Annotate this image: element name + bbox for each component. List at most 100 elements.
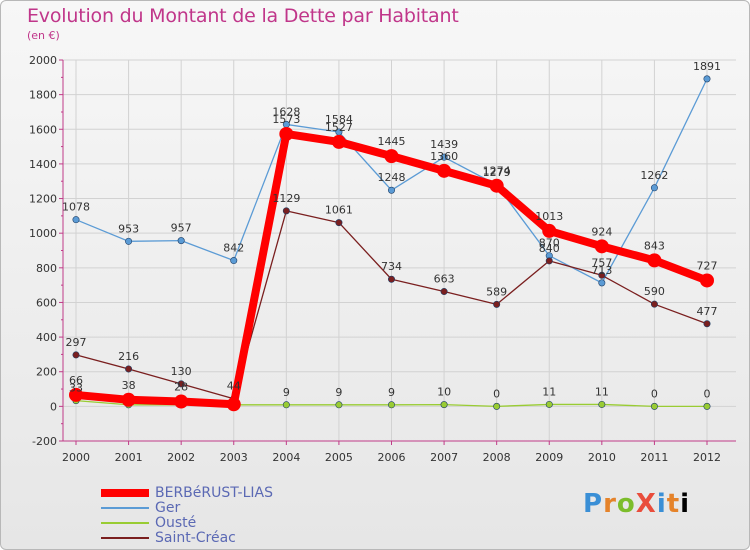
data-point: [226, 397, 241, 412]
data-label: 0: [493, 387, 500, 400]
data-point: [493, 300, 501, 308]
x-tick-label: 2007: [430, 451, 458, 464]
data-label: 1262: [640, 169, 668, 182]
x-tick-label: 2006: [378, 451, 406, 464]
data-label: 1628: [272, 105, 300, 118]
y-tick-label: 200: [36, 366, 57, 379]
data-point: [594, 239, 609, 254]
data-point: [387, 186, 395, 194]
data-label: 1573: [272, 113, 300, 126]
y-tick-label: 1800: [29, 89, 57, 102]
data-point: [440, 288, 448, 296]
data-label: 663: [434, 273, 455, 286]
data-label: 843: [644, 239, 665, 252]
y-tick-label: 400: [36, 331, 57, 344]
series-lines: [69, 75, 714, 412]
x-tick-label: 2005: [325, 451, 353, 464]
data-point: [72, 216, 80, 224]
x-tick-label: 2003: [220, 451, 248, 464]
y-tick-label: 1600: [29, 123, 57, 136]
y-tick-label: 1000: [29, 227, 57, 240]
data-label: 734: [381, 260, 402, 273]
y-tick-label: 600: [36, 296, 57, 309]
data-point: [650, 402, 658, 410]
data-label: 1360: [430, 150, 458, 163]
data-label: 957: [171, 222, 192, 235]
y-tick-label: 1400: [29, 158, 57, 171]
data-point: [542, 223, 557, 238]
legend: BERBéRUST-LIAS Ger Ousté Saint-Créac: [101, 485, 361, 546]
data-point: [545, 257, 553, 265]
x-tick-label: 2008: [483, 451, 511, 464]
data-label: 924: [591, 225, 612, 238]
x-tick-label: 2012: [693, 451, 721, 464]
legend-label: Ousté: [155, 515, 197, 531]
data-point: [493, 402, 501, 410]
data-label: 757: [591, 256, 612, 269]
data-point: [703, 320, 711, 328]
data-label: 38: [122, 379, 136, 392]
data-label: 1013: [535, 210, 563, 223]
legend-item: BERBéRUST-LIAS: [101, 485, 361, 501]
data-point: [72, 351, 80, 359]
data-point: [440, 153, 448, 161]
data-label: 11: [595, 385, 609, 398]
chart-unit-label: (en €): [27, 29, 60, 42]
x-tick-label: 2011: [640, 451, 668, 464]
y-tick-label: 1200: [29, 193, 57, 206]
data-label: 589: [486, 285, 507, 298]
data-point: [440, 401, 448, 409]
data-point: [650, 184, 658, 192]
data-label: 1129: [272, 192, 300, 205]
data-point: [700, 273, 714, 288]
data-point: [335, 219, 343, 227]
x-tick-label: 2004: [272, 451, 300, 464]
y-tick-label: -200: [32, 435, 57, 448]
legend-item: Saint-Créac: [101, 530, 361, 546]
data-point: [598, 279, 606, 287]
data-label: 1527: [325, 121, 353, 134]
data-point: [489, 178, 504, 193]
x-tick-label: 2002: [167, 451, 195, 464]
data-label: 130: [171, 365, 192, 378]
data-label: 1274: [483, 165, 511, 178]
data-point: [598, 400, 606, 408]
data-label: 216: [118, 350, 139, 363]
data-point: [331, 134, 346, 149]
legend-swatch: [101, 522, 149, 524]
data-point: [282, 401, 290, 409]
y-tick-label: 800: [36, 262, 57, 275]
data-label: 842: [223, 242, 244, 255]
data-label: 28: [174, 381, 188, 394]
legend-label: BERBéRUST-LIAS: [155, 485, 273, 501]
data-point: [437, 163, 452, 178]
data-label: 590: [644, 285, 665, 298]
data-label: 44: [227, 380, 241, 393]
data-label: 33: [69, 382, 83, 395]
data-label: 1078: [62, 201, 90, 214]
legend-swatch: [101, 537, 149, 539]
chart-title: Evolution du Montant de la Dette par Hab…: [27, 5, 459, 27]
data-label: 953: [118, 222, 139, 235]
data-point: [387, 401, 395, 409]
data-label: 870: [539, 237, 560, 250]
data-point: [703, 75, 711, 83]
data-point: [545, 400, 553, 408]
data-label: 1279: [483, 166, 511, 179]
x-tick-label: 2000: [62, 451, 90, 464]
legend-label: Ger: [155, 500, 181, 516]
data-point: [335, 401, 343, 409]
data-label: 9: [335, 386, 342, 399]
data-point: [598, 271, 606, 279]
data-label: 11: [542, 385, 556, 398]
data-point: [125, 237, 133, 245]
proxiti-logo: ProXiti: [583, 489, 691, 519]
data-point: [387, 275, 395, 283]
x-tick-label: 2001: [115, 451, 143, 464]
data-label: 297: [66, 336, 87, 349]
data-label: 727: [697, 259, 718, 272]
x-tick-label: 2010: [588, 451, 616, 464]
data-label: 840: [539, 242, 560, 255]
data-label: 10: [437, 386, 451, 399]
data-label: 1061: [325, 204, 353, 217]
